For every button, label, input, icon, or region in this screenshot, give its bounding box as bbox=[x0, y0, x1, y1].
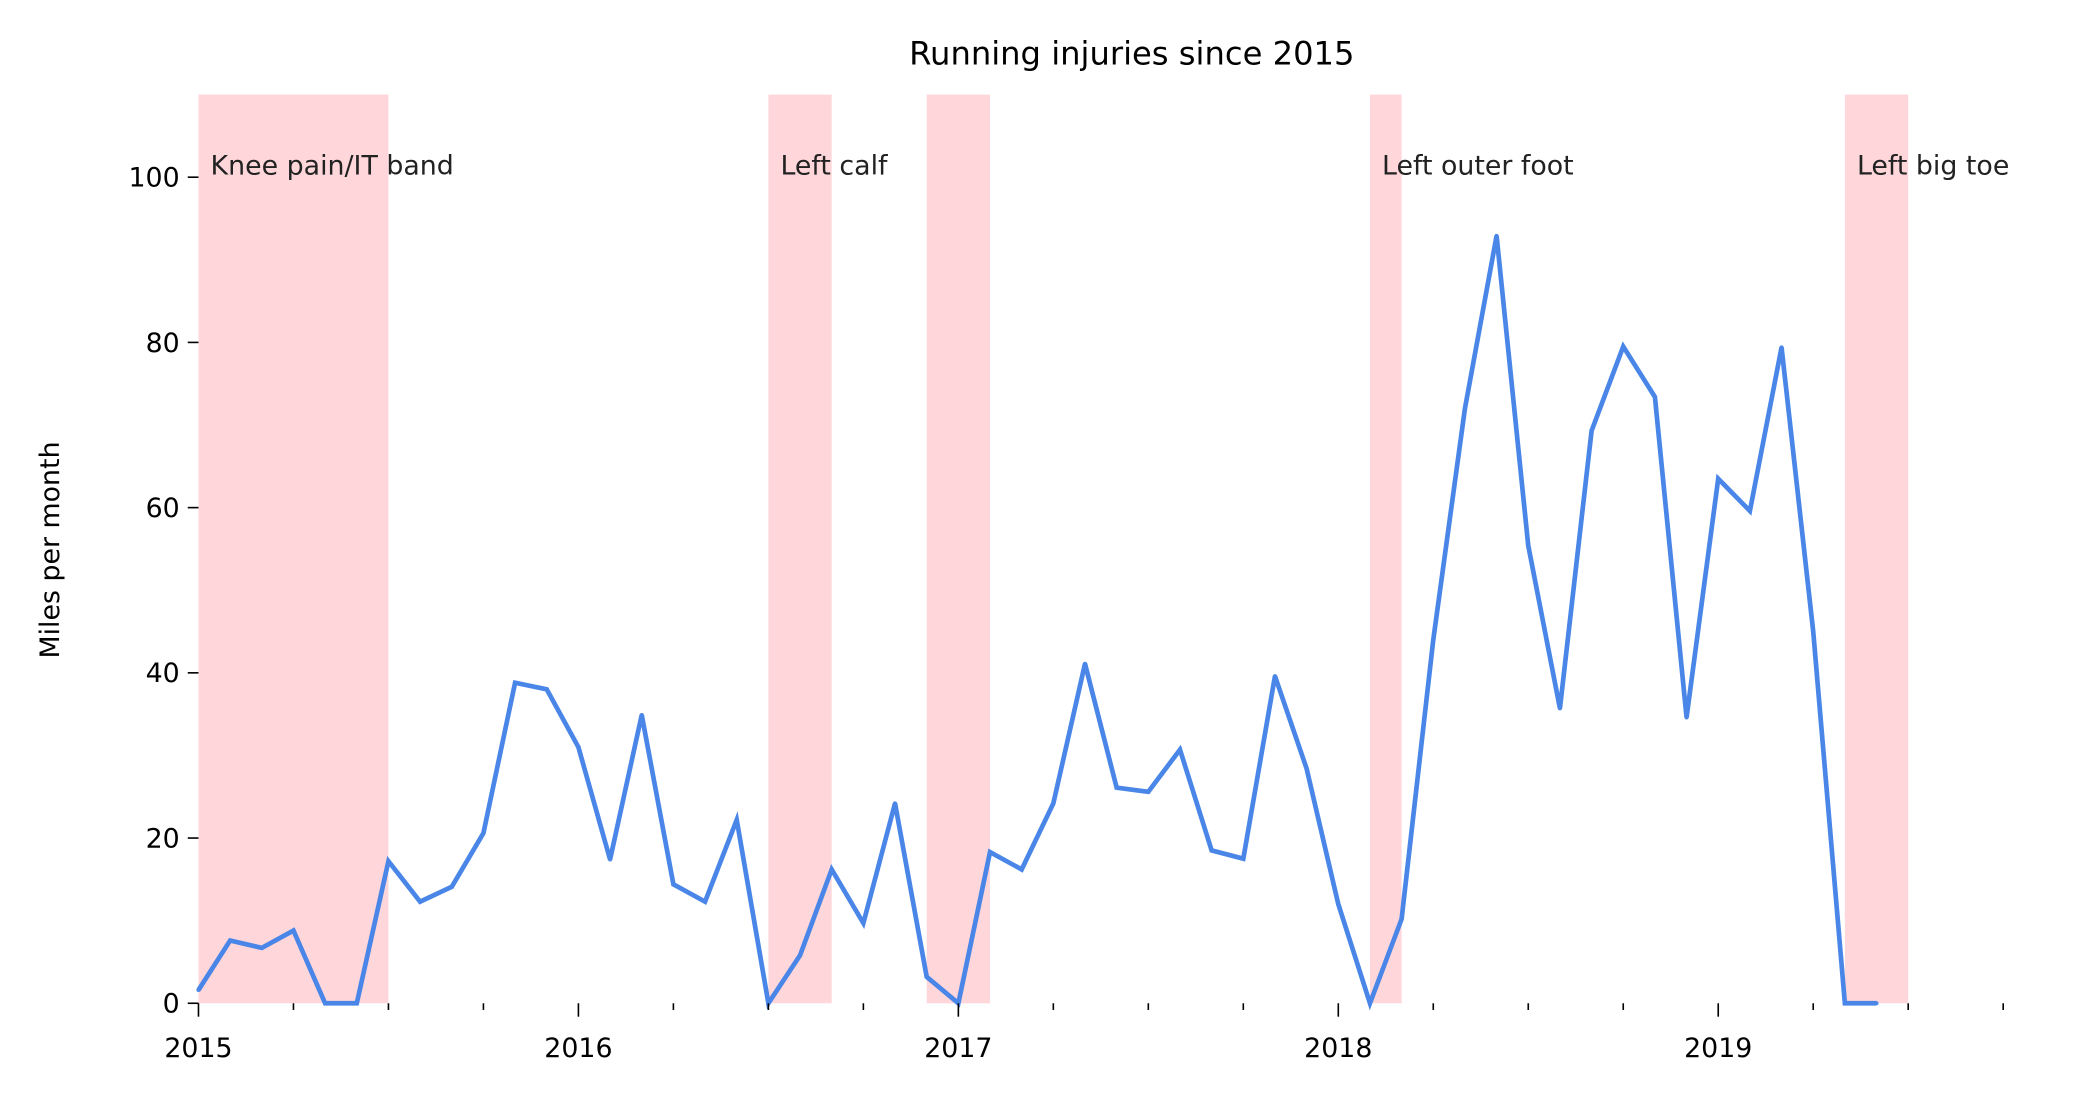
data-point bbox=[1051, 801, 1056, 806]
y-tick-label: 100 bbox=[129, 163, 180, 194]
data-point bbox=[386, 859, 391, 864]
data-point bbox=[1146, 789, 1151, 794]
data-point bbox=[988, 850, 993, 855]
data-point bbox=[608, 857, 613, 862]
data-point bbox=[1526, 543, 1531, 548]
y-tick-label: 60 bbox=[146, 493, 180, 524]
miles-line bbox=[196, 235, 1877, 1011]
data-point bbox=[829, 867, 834, 872]
data-point bbox=[734, 817, 739, 822]
y-axis: 0 20 40 60 80 100 bbox=[129, 163, 199, 1020]
injury-region bbox=[1844, 94, 1909, 1004]
x-tick-label: 2017 bbox=[924, 1033, 992, 1064]
injury-label: Left calf bbox=[780, 151, 888, 182]
data-point bbox=[449, 884, 454, 889]
data-point bbox=[291, 928, 296, 933]
y-tick-label: 0 bbox=[163, 989, 180, 1020]
x-tick-label: 2015 bbox=[164, 1033, 232, 1064]
data-point bbox=[639, 712, 644, 717]
injury-regions bbox=[198, 94, 1909, 1004]
data-point bbox=[1716, 476, 1721, 481]
data-point bbox=[1019, 867, 1024, 872]
injury-region bbox=[926, 94, 991, 1004]
data-point bbox=[1367, 1001, 1372, 1006]
chart-title: Running injuries since 2015 bbox=[909, 35, 1354, 73]
injury-labels: Knee pain/IT band Left calf Left outer foo… bbox=[211, 151, 2010, 182]
data-point bbox=[1209, 848, 1214, 853]
data-point bbox=[1684, 715, 1689, 720]
data-point bbox=[196, 988, 201, 993]
data-point bbox=[1241, 856, 1246, 861]
data-point bbox=[1842, 1001, 1847, 1006]
injury-region bbox=[198, 94, 389, 1004]
x-tick-label: 2018 bbox=[1304, 1033, 1372, 1064]
data-point bbox=[418, 899, 423, 904]
data-point bbox=[924, 974, 929, 979]
data-point bbox=[354, 1001, 359, 1006]
y-tick-label: 20 bbox=[146, 823, 180, 854]
data-point bbox=[513, 680, 518, 685]
injury-label: Left big toe bbox=[1857, 151, 2009, 182]
data-point bbox=[1272, 674, 1277, 679]
data-point bbox=[1462, 406, 1467, 411]
data-point bbox=[1779, 345, 1784, 350]
data-point bbox=[1431, 637, 1436, 642]
data-point bbox=[1621, 344, 1626, 349]
data-point bbox=[323, 1001, 328, 1006]
data-point bbox=[798, 953, 803, 958]
data-point bbox=[1747, 508, 1752, 513]
x-tick-label: 2016 bbox=[544, 1033, 612, 1064]
data-point bbox=[1589, 428, 1594, 433]
data-point bbox=[861, 921, 866, 926]
data-point bbox=[1811, 629, 1816, 634]
data-point bbox=[481, 831, 486, 836]
data-point bbox=[1652, 394, 1657, 399]
data-point bbox=[1336, 902, 1341, 907]
y-axis-label: Miles per month bbox=[35, 441, 66, 658]
x-axis: 2015 2016 2017 2018 2019 bbox=[164, 1003, 2004, 1064]
data-point bbox=[576, 745, 581, 750]
injury-label: Knee pain/IT band bbox=[211, 151, 454, 182]
data-point bbox=[1304, 766, 1309, 771]
y-tick-label: 40 bbox=[146, 658, 180, 689]
data-point bbox=[671, 882, 676, 887]
data-point bbox=[1177, 747, 1182, 752]
data-point bbox=[544, 687, 549, 692]
data-point bbox=[1399, 916, 1404, 922]
data-point bbox=[893, 801, 898, 806]
data-point bbox=[1494, 233, 1499, 238]
data-point bbox=[259, 945, 264, 950]
data-point bbox=[1874, 1001, 1879, 1006]
x-tick-label: 2019 bbox=[1684, 1033, 1752, 1064]
data-point bbox=[703, 899, 708, 904]
injury-region bbox=[1369, 94, 1402, 1004]
data-points bbox=[196, 233, 1879, 1006]
injury-region bbox=[768, 94, 832, 1004]
data-point bbox=[1557, 706, 1562, 711]
data-point bbox=[1114, 785, 1119, 790]
injury-label: Left outer foot bbox=[1382, 151, 1574, 182]
y-tick-label: 80 bbox=[146, 328, 180, 359]
data-point bbox=[1082, 661, 1088, 666]
data-point bbox=[228, 938, 233, 943]
